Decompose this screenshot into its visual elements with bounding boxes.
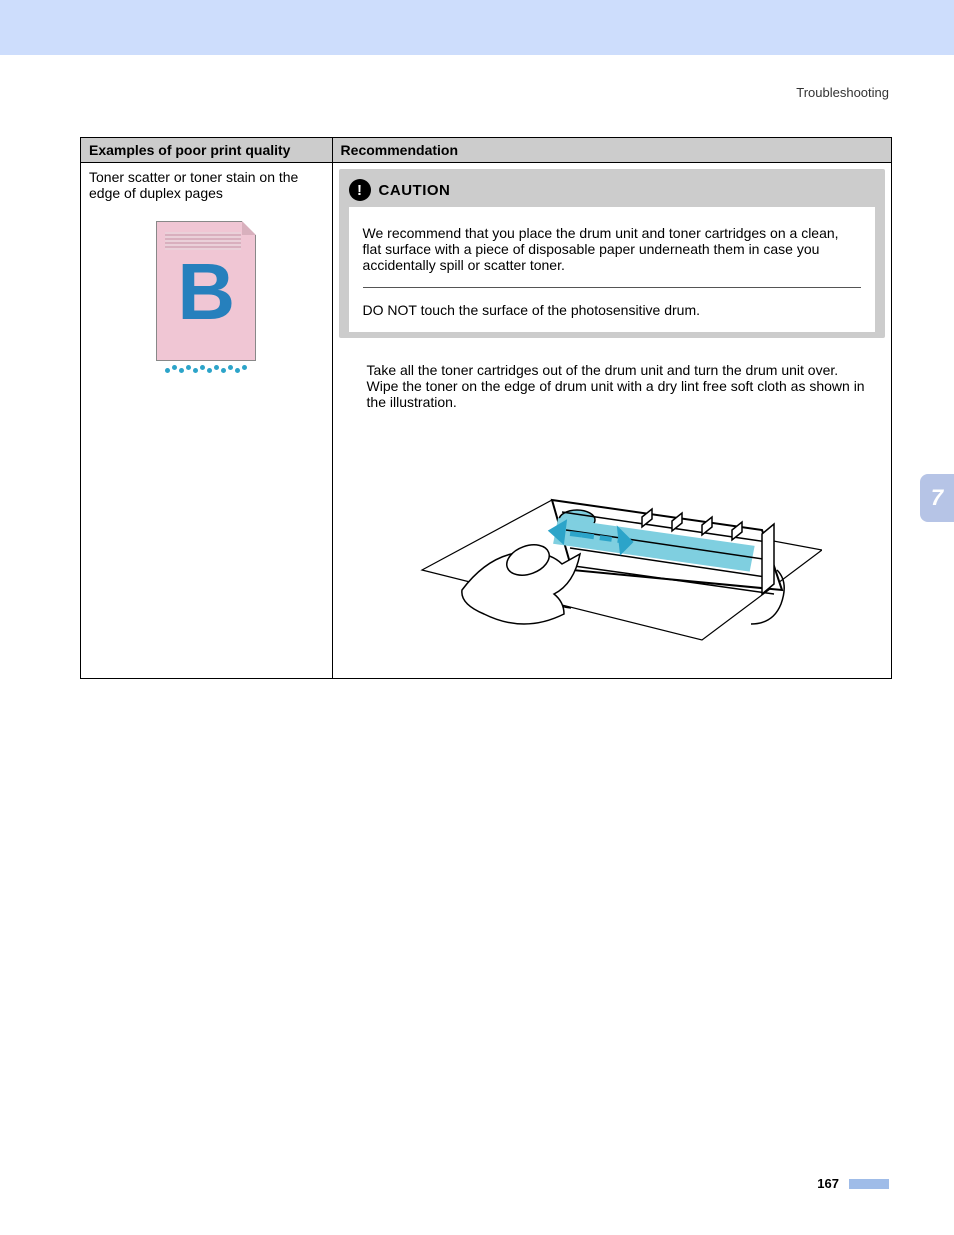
caution-divider [363,287,861,288]
page-footer: 167 [817,1176,889,1191]
col-header-examples: Examples of poor print quality [81,138,333,163]
sample-page-icon: B [156,221,256,361]
caution-text-2: DO NOT touch the surface of the photosen… [363,302,861,318]
chapter-tab: 7 [920,474,954,522]
toner-scatter-icon [156,365,256,375]
page-number: 167 [817,1176,839,1191]
section-title: Troubleshooting [796,85,889,100]
table-row: Toner scatter or toner stain on the edge… [81,163,892,679]
caution-box: ! CAUTION We recommend that you place th… [339,169,885,338]
troubleshooting-table: Examples of poor print quality Recommend… [80,137,892,679]
footer-bar-icon [849,1179,889,1189]
instruction-text: Take all the toner cartridges out of the… [333,344,891,420]
sample-letter: B [157,252,255,332]
caution-text-1: We recommend that you place the drum uni… [363,225,861,273]
example-title: Toner scatter or toner stain on the edge… [89,169,324,201]
caution-icon: ! [349,179,371,201]
top-band [0,0,954,55]
drum-unit-illustration [402,430,822,660]
caution-label: CAUTION [379,182,451,199]
page-fold-corner-icon [242,221,256,235]
example-figure: B [146,221,266,375]
col-header-recommendation: Recommendation [332,138,891,163]
